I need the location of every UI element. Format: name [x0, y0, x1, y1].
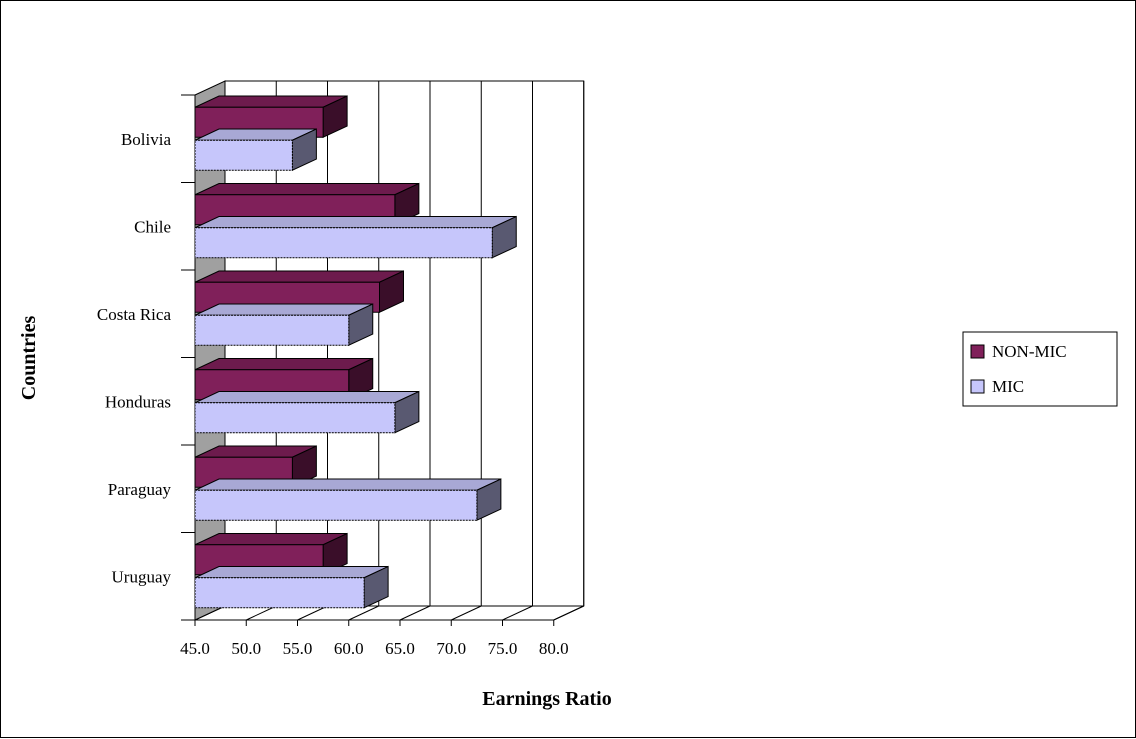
x-tick-label: 80.0: [539, 639, 569, 658]
legend-swatch-non-mic: [970, 344, 985, 359]
y-axis-title: Countries: [18, 316, 40, 401]
y-tick-label: Costa Rica: [97, 305, 172, 324]
bar-mic-costa-rica: [194, 314, 350, 346]
legend-box: [962, 331, 1118, 407]
floor-tick-line: [246, 605, 277, 621]
legend: NON-MIC MIC: [962, 331, 1118, 407]
y-tick-label: Honduras: [105, 392, 171, 411]
bar-mic-uruguay: [194, 577, 365, 609]
x-tick-label: 45.0: [180, 639, 210, 658]
y-tick-label: Chile: [134, 217, 171, 236]
x-axis-title: Earnings Ratio: [482, 688, 611, 710]
bar-mic-chile: [194, 227, 493, 259]
axis-labels-group: 45.0 50.0 55.0 60.0 65.0 70.0 75.0 80.0 Bolivia C…: [97, 130, 569, 658]
floor-tick-line: [297, 605, 328, 621]
bar-mic-bolivia: [194, 139, 293, 171]
bar-top-face: [194, 183, 420, 196]
bar-top-face: [194, 566, 389, 579]
bar-top-face: [194, 216, 517, 229]
x-tick-label: 75.0: [488, 639, 518, 658]
floor-tick-line: [348, 605, 379, 621]
legend-label-mic: MIC: [992, 377, 1024, 396]
x-tick-label: 70.0: [436, 639, 466, 658]
bar-top-face: [194, 391, 420, 404]
bar-top-face: [194, 533, 348, 546]
bars-group: [194, 95, 517, 609]
x-tick-label: 50.0: [231, 639, 261, 658]
y-tick-label: Paraguay: [108, 480, 172, 499]
bar-top-face: [194, 478, 502, 491]
bar-mic-paraguay: [194, 489, 478, 521]
bar-top-face: [194, 303, 373, 316]
x-tick-label: 60.0: [334, 639, 364, 658]
chart-floor: [194, 605, 584, 626]
floor-tick-line: [502, 605, 533, 621]
legend-swatch-mic: [970, 379, 985, 394]
bar-top-face: [194, 95, 348, 108]
floor-tick-line: [451, 605, 482, 621]
legend-label-non-mic: NON-MIC: [992, 342, 1067, 361]
bar-top-face: [194, 358, 373, 371]
x-tick-label: 65.0: [385, 639, 415, 658]
bar-top-face: [194, 270, 404, 283]
bar-mic-honduras: [194, 402, 396, 434]
x-tick-label: 55.0: [283, 639, 313, 658]
y-tick-label: Uruguay: [112, 567, 172, 586]
floor-tick-line: [399, 605, 431, 621]
floor-tick-line: [553, 605, 584, 621]
y-tick-label: Bolivia: [121, 130, 172, 149]
